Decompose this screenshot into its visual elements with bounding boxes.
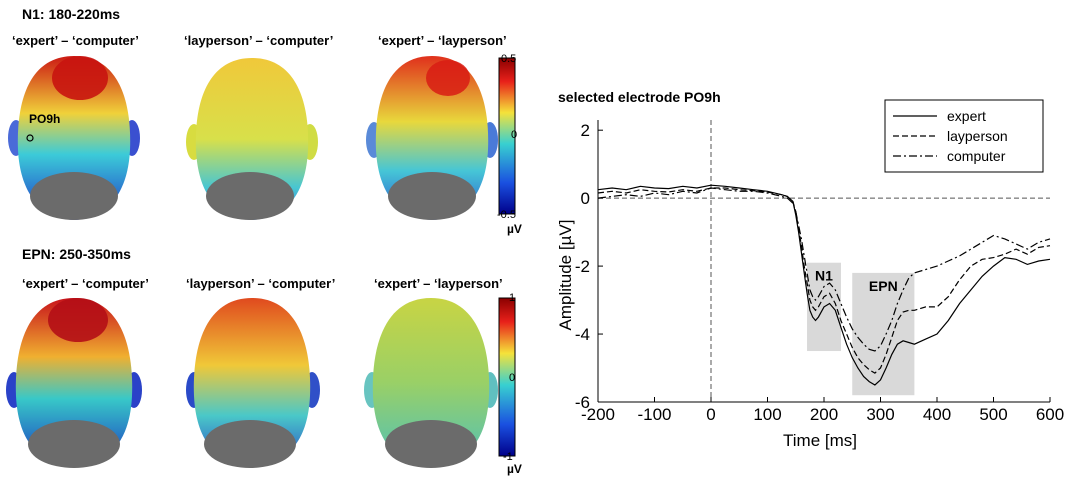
x-tick-label: -100 — [637, 405, 671, 424]
window-label-epn: EPN — [869, 278, 898, 294]
n1-colorbar-mid: 0 — [511, 129, 518, 141]
y-axis-label: Amplitude [µV] — [556, 220, 575, 331]
legend-label-layperson: layperson — [947, 128, 1008, 144]
epn-colorbar-unit: µV — [507, 462, 522, 476]
n1-col-label-1: ‘expert’ – ‘computer’ — [12, 33, 139, 48]
n1-colorbar-max: 0.5 — [501, 53, 517, 65]
x-tick-label: 500 — [979, 405, 1007, 424]
series-line-layperson — [597, 187, 1051, 374]
x-tick-label: 100 — [753, 405, 781, 424]
head-n1-expert-layperson — [366, 56, 498, 220]
epn-col-label-1: ‘expert’ – ‘computer’ — [22, 276, 149, 291]
epn-head-row — [6, 297, 516, 468]
window-label-n1: N1 — [815, 268, 833, 284]
n1-colorbar-min: -0.5 — [497, 209, 516, 221]
head-epn-expert-layperson — [364, 298, 498, 468]
n1-head-row — [8, 56, 516, 220]
epn-colorbar — [498, 297, 516, 457]
series-line-computer — [597, 187, 1051, 352]
series-line-expert — [597, 184, 1051, 386]
epn-col-label-3: ‘expert’ – ‘layperson’ — [374, 276, 503, 291]
head-n1-layperson-computer — [186, 58, 318, 220]
legend-label-expert: expert — [947, 108, 986, 124]
n1-col-label-2: ‘layperson’ – ‘computer’ — [184, 33, 334, 48]
n1-colorbar — [498, 57, 516, 215]
epn-colorbar-min: -1 — [503, 451, 513, 463]
head-epn-expert-computer — [6, 298, 142, 468]
n1-col-label-3: ‘expert’ – ‘layperson’ — [378, 33, 507, 48]
epn-col-label-2: ‘layperson’ – ‘computer’ — [186, 276, 336, 291]
legend-label-computer: computer — [947, 148, 1006, 164]
electrode-label: PO9h — [29, 112, 61, 126]
y-tick-label: -2 — [575, 257, 590, 276]
epn-section-title: EPN: 250-350ms — [22, 246, 131, 262]
y-tick-label: -4 — [575, 325, 590, 344]
n1-colorbar-unit: µV — [507, 222, 522, 236]
x-tick-label: 400 — [923, 405, 951, 424]
epn-colorbar-max: 1 — [509, 292, 516, 304]
x-tick-label: 0 — [706, 405, 715, 424]
y-tick-label: 2 — [581, 121, 590, 140]
x-axis-label: Time [ms] — [783, 431, 857, 450]
chart-title: selected electrode PO9h — [558, 89, 721, 105]
x-tick-label: -200 — [581, 405, 615, 424]
y-tick-label: -6 — [575, 393, 590, 412]
epn-colorbar-mid: 0 — [509, 372, 516, 384]
x-tick-label: 600 — [1036, 405, 1064, 424]
n1-section-title: N1: 180-220ms — [22, 6, 121, 22]
erp-chart: selected electrode PO9h N1 EPN -200 -100 0 1… — [556, 89, 1064, 450]
x-tick-label: 200 — [810, 405, 838, 424]
y-tick-label: 0 — [581, 189, 590, 208]
x-tick-label: 300 — [866, 405, 894, 424]
head-n1-expert-computer — [8, 56, 140, 220]
head-epn-layperson-computer — [186, 298, 320, 468]
